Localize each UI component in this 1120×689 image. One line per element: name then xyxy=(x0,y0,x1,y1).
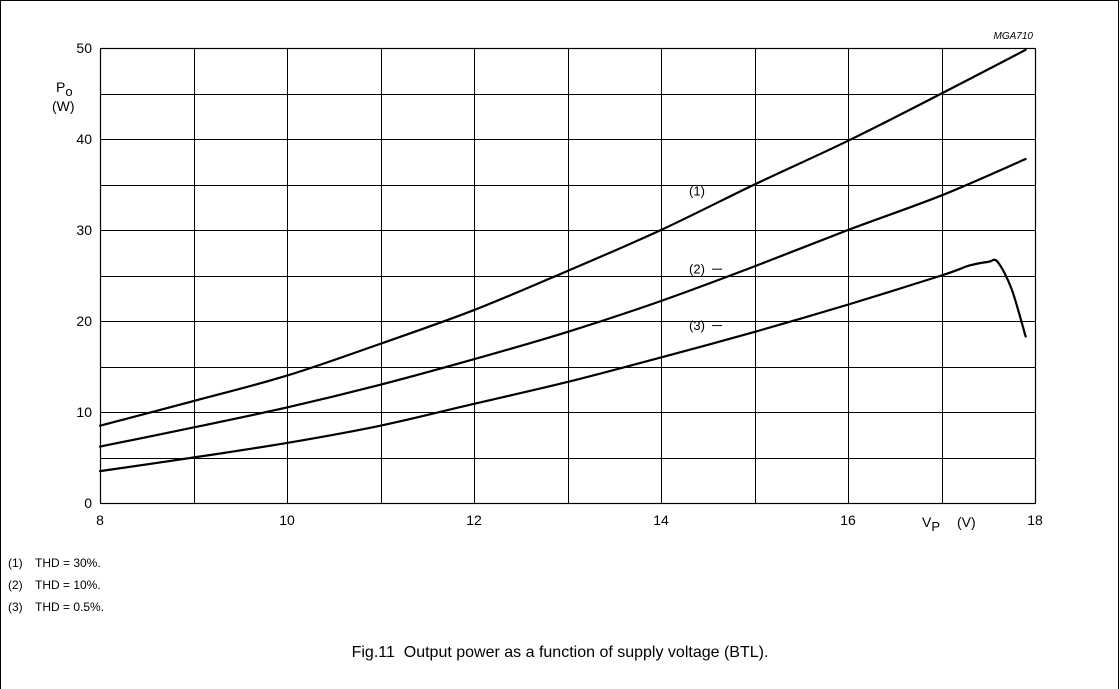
note-2: (2) THD = 10%. xyxy=(8,574,104,596)
figure-id: MGA710 xyxy=(994,31,1034,42)
series-line-3 xyxy=(98,258,1027,473)
series-line-2 xyxy=(98,157,1027,448)
note-3-text: THD = 0.5%. xyxy=(35,600,105,614)
note-1-text: THD = 30%. xyxy=(35,556,101,570)
y-tick-label: 30 xyxy=(76,222,92,238)
figure-caption: Fig.11 Output power as a function of sup… xyxy=(351,644,769,661)
y-tick-label: 50 xyxy=(76,40,92,56)
curve-label-1: (1) xyxy=(689,183,705,198)
x-tick-label: 16 xyxy=(840,512,856,528)
note-1-num: (1) xyxy=(8,556,23,570)
y-tick-label: 10 xyxy=(76,404,92,420)
x-tick-label: 18 xyxy=(1027,512,1043,528)
note-1: (1) THD = 30%. xyxy=(8,552,104,574)
note-3: (3) THD = 0.5%. xyxy=(8,596,104,618)
y-tick-label: 20 xyxy=(76,313,92,329)
x-axis-label: VP xyxy=(922,514,940,534)
series-layer xyxy=(98,48,1027,473)
x-tick-label: 14 xyxy=(653,512,669,528)
note-3-num: (3) xyxy=(8,600,23,614)
y-tick-label: 40 xyxy=(76,131,92,147)
y-axis-label: Po xyxy=(56,79,73,99)
axis-layer: 0 10 20 30 40 50 8 10 12 14 16 18 Po(W) VP (V) MGA710 xyxy=(52,31,1043,534)
chart-svg: 0 10 20 30 40 50 8 10 12 14 16 18 Po(W) VP (V) MGA710 (… xyxy=(52,31,1043,534)
curve-label-2: (2) xyxy=(689,262,705,277)
x-tick-label: 12 xyxy=(466,512,482,528)
plot-border xyxy=(99,47,1037,505)
label-layer: (1) (2) (3) xyxy=(689,183,723,333)
note-2-num: (2) xyxy=(8,578,23,592)
curve-label-3: (3) xyxy=(689,318,705,333)
notes-list: (1) THD = 30%. (2) THD = 10%. (3) THD = 0.5… xyxy=(8,552,104,618)
x-tick-label: 10 xyxy=(279,512,295,528)
x-tick-label: 8 xyxy=(96,512,104,528)
series-line-1 xyxy=(98,48,1027,427)
x-axis-unit: (V) xyxy=(957,514,976,530)
y-axis-unit: (W) xyxy=(52,98,75,114)
note-2-text: THD = 10%. xyxy=(35,578,101,592)
y-tick-label: 0 xyxy=(84,495,92,511)
